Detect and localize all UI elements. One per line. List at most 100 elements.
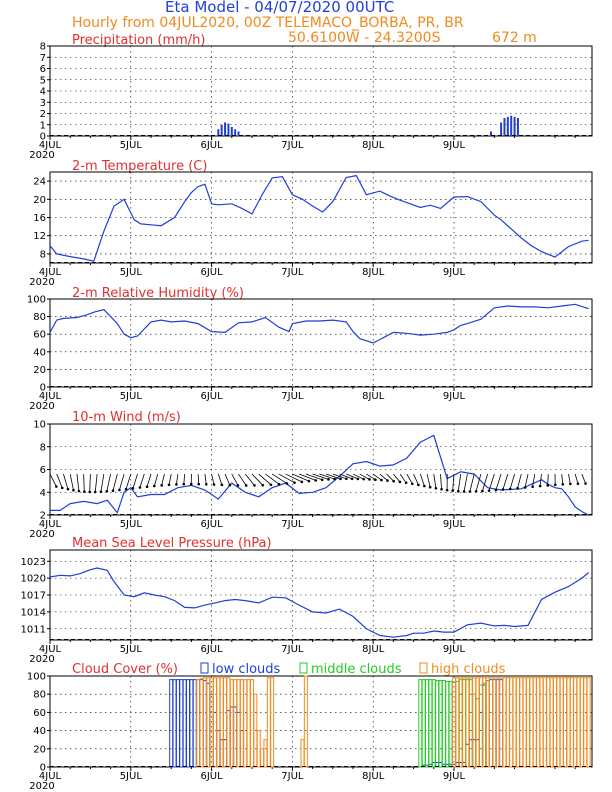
rh-series-line	[49, 303, 589, 344]
wind-vector-head	[118, 488, 121, 492]
wind-vector	[325, 473, 341, 480]
wind-vector	[217, 473, 223, 485]
wind-vector	[457, 473, 462, 492]
wind-vector-head	[362, 477, 365, 481]
cloud-bar-high	[546, 677, 551, 768]
pressure-xtick-label: 6JUL	[200, 644, 223, 655]
wind-vector-head	[339, 477, 342, 481]
wind-vector	[426, 473, 431, 488]
wind-vector-head	[160, 484, 163, 487]
wind-vector-head	[60, 486, 64, 490]
wind-xtick-label: 8JUL	[362, 519, 385, 530]
pressure-ytick-label: 1017	[21, 591, 46, 602]
precip-ytick-label: 0	[40, 132, 46, 143]
cloud-bar-middle	[435, 680, 440, 768]
wind-vector-head	[374, 478, 377, 481]
wind-vector-head	[561, 482, 565, 486]
rh-ytick-label: 40	[33, 347, 46, 358]
wind-vector-head	[380, 478, 383, 482]
wind-xtick-label: 7JUL	[281, 519, 304, 530]
pressure-xtick-label: 9JUL	[443, 644, 466, 655]
cloud-bar-high	[243, 679, 248, 768]
temp-xtick-label: 4JUL	[39, 267, 62, 278]
cloud-bar-high	[303, 675, 308, 768]
wind-vector-head	[293, 481, 296, 484]
humidity-title: 2-m Relative Humidity (%)	[72, 286, 244, 301]
wind-vector-head	[487, 489, 491, 492]
wind-vector	[153, 473, 159, 487]
wind-vector	[393, 473, 401, 483]
wind-vector-head	[189, 482, 193, 486]
cloud-bar-high	[478, 677, 483, 768]
precip-bar	[500, 122, 503, 136]
cloud-bar-high	[566, 677, 571, 768]
wind-vector-head	[434, 486, 438, 490]
wind-vector	[271, 473, 288, 484]
wind-vector	[452, 474, 455, 491]
header-subtitle: Hourly from 04JUL2020, 00Z TELEMACO_BORB…	[72, 15, 464, 31]
cloud-bar-middle	[431, 679, 436, 768]
cloud-bar-high	[499, 677, 504, 768]
cloud-xtick-label: 5JUL	[120, 771, 143, 782]
precip-year-label: 2020	[29, 150, 54, 161]
wind-vector	[49, 473, 57, 487]
cloud-frame	[49, 675, 593, 768]
cloud-bar-high	[579, 677, 584, 768]
cloud-bar-high	[212, 677, 217, 768]
wind-vector	[352, 473, 364, 480]
wind-vector	[463, 473, 468, 492]
cloud-year-label: 2020	[29, 781, 54, 792]
precip-bar	[513, 116, 516, 136]
wind-ytick-label: 2	[40, 511, 46, 522]
cloud-bar-high	[239, 679, 244, 768]
wind-vector-head	[300, 480, 304, 484]
rh-ytick-label: 0	[40, 383, 46, 394]
wind-vector	[524, 473, 529, 488]
wind-vector-head	[462, 490, 466, 493]
precip-bar	[234, 129, 237, 136]
wind-vector	[372, 473, 382, 481]
wind-vector	[76, 474, 80, 492]
legend-high-label: high clouds	[431, 662, 506, 677]
wind-vector	[539, 474, 542, 487]
wind-vector	[440, 474, 442, 490]
wind-vector	[94, 474, 98, 492]
wind-ytick-label: 10	[33, 420, 46, 431]
cloud-bar-high	[206, 677, 211, 768]
cloud-bar-middle	[425, 679, 430, 768]
wind-series-line	[50, 434, 589, 516]
wind-vector-head	[423, 484, 426, 488]
cloud-bar-high	[502, 677, 507, 768]
precip-xtick-label: 4JUL	[39, 140, 62, 151]
cloud-bar-low	[186, 679, 191, 768]
wind-vector-head	[481, 489, 484, 493]
wind-vector	[146, 473, 152, 487]
precip-xtick-label: 8JUL	[362, 140, 385, 151]
wind-vector	[285, 473, 303, 483]
pressure-title: Mean Sea Level Pressure (hPa)	[72, 536, 272, 551]
precip-bar	[207, 134, 210, 136]
cloud-bar-high	[468, 677, 473, 768]
wind-vector	[168, 473, 172, 485]
wind-vector	[278, 473, 295, 484]
wind-vector-head	[124, 487, 128, 491]
wind-ytick-label: 6	[40, 465, 46, 476]
wind-vector	[502, 473, 509, 490]
wind-vector	[119, 473, 125, 491]
wind-vector-head	[111, 489, 115, 492]
legend-low-swatch	[200, 662, 209, 674]
wind-vector-head	[327, 478, 330, 481]
wind-title: 10-m Wind (m/s)	[72, 410, 181, 425]
cloud-bar-high	[475, 677, 480, 768]
cloud-bar-high	[539, 677, 544, 768]
cloud-bar-high	[573, 677, 578, 768]
wind-vector	[244, 473, 255, 486]
wind-vector-head	[345, 477, 348, 481]
wind-vector	[379, 473, 388, 481]
wind-vector	[83, 474, 85, 492]
wind-vector-head	[72, 488, 75, 492]
legend-low-label: low clouds	[212, 662, 281, 677]
temp-series-line	[49, 174, 589, 262]
rh-ytick-label: 100	[27, 295, 46, 306]
cloud-xtick-label: 7JUL	[281, 771, 304, 782]
